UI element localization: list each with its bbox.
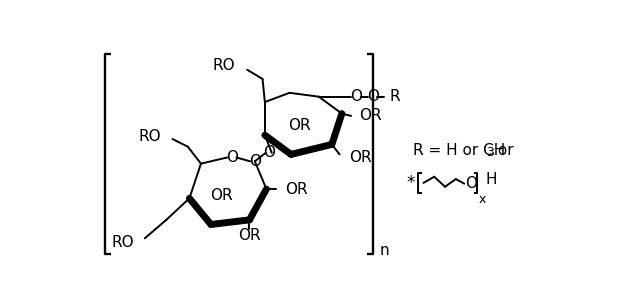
- Text: R: R: [390, 89, 400, 104]
- Text: OR: OR: [359, 108, 381, 124]
- Text: OR: OR: [288, 118, 311, 133]
- Text: RO: RO: [111, 235, 134, 250]
- Text: O: O: [262, 145, 275, 160]
- Text: 3: 3: [486, 146, 493, 160]
- Text: O: O: [226, 150, 237, 165]
- Text: RO: RO: [138, 129, 161, 144]
- Text: H: H: [485, 172, 497, 187]
- Text: O: O: [465, 176, 477, 191]
- Text: O: O: [351, 89, 362, 104]
- Text: OR: OR: [285, 181, 307, 196]
- Text: O: O: [249, 154, 261, 169]
- Text: x: x: [478, 193, 486, 206]
- Text: RO: RO: [213, 58, 236, 74]
- Text: OR: OR: [238, 228, 260, 243]
- Text: n: n: [380, 243, 389, 258]
- Text: O: O: [367, 89, 379, 104]
- Text: *: *: [406, 174, 415, 192]
- Text: OR: OR: [211, 188, 233, 203]
- Text: or: or: [493, 143, 513, 158]
- Text: OR: OR: [349, 150, 371, 165]
- Text: R = H or CH: R = H or CH: [413, 143, 505, 158]
